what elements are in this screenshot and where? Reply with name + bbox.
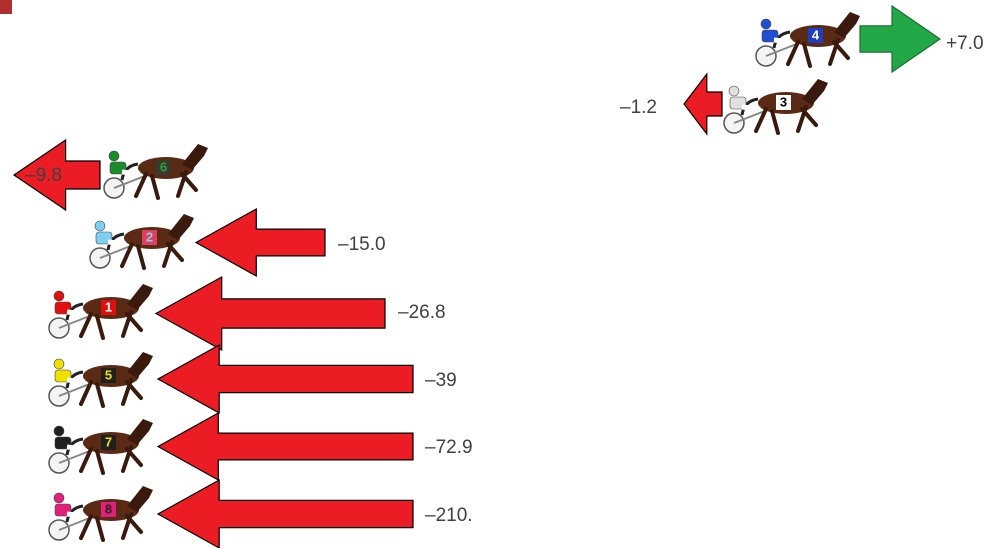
- driver-body: [761, 29, 779, 43]
- horse-legs: [79, 310, 143, 340]
- horse-row: 8 –210.: [48, 478, 473, 548]
- horse-number: 5: [105, 367, 112, 382]
- driver-legs: [773, 37, 793, 45]
- horse-tail: [120, 162, 139, 181]
- horse-number: 7: [105, 434, 112, 449]
- driver-body: [54, 503, 72, 517]
- horse-legs: [79, 512, 143, 542]
- horse-tail: [106, 232, 125, 251]
- change-label: –72.9: [425, 437, 473, 458]
- horse-tail: [772, 30, 791, 49]
- driver-legs: [107, 239, 127, 247]
- driver-head: [108, 150, 120, 162]
- change-arrow: [859, 4, 942, 74]
- change-arrow: [683, 72, 723, 136]
- horse-neck: [127, 419, 153, 445]
- horse-number: 1: [105, 299, 112, 314]
- horse-legs: [79, 445, 143, 475]
- number-box: [776, 95, 791, 110]
- driver-head: [53, 290, 65, 302]
- corner-mark: [0, 0, 12, 14]
- horse-neck: [182, 144, 208, 170]
- horse-neck: [127, 284, 153, 310]
- horse-row: 6 –9.8: [12, 138, 208, 212]
- change-label: +7.0: [946, 33, 984, 54]
- horse-neck: [834, 12, 860, 38]
- number-box: [101, 300, 116, 315]
- horse-legs: [134, 170, 198, 200]
- driver-legs: [66, 444, 86, 452]
- driver-body: [109, 161, 127, 175]
- change-arrow: [12, 138, 101, 212]
- number-box: [142, 230, 157, 245]
- driver-body: [95, 231, 113, 245]
- horse-number: 3: [780, 94, 787, 109]
- horse-neck: [802, 79, 828, 105]
- driver-head: [53, 358, 65, 370]
- horse-number: 8: [105, 501, 112, 516]
- number-box: [101, 435, 116, 450]
- change-label: –9.8: [25, 165, 62, 186]
- change-arrow: [156, 411, 414, 482]
- driver-head: [760, 18, 772, 30]
- number-box: [156, 160, 171, 175]
- driver-body: [729, 96, 747, 110]
- driver-head: [94, 220, 106, 232]
- horse-row: 7 –72.9: [48, 411, 473, 482]
- change-label: –1.2: [620, 97, 657, 118]
- change-label: –39: [425, 370, 457, 391]
- horse-tail: [65, 370, 84, 389]
- horse-row: 5 –39: [48, 343, 457, 415]
- horse-number: 2: [146, 229, 153, 244]
- change-arrow: [154, 275, 386, 352]
- change-label: –15.0: [338, 234, 386, 255]
- horse-legs: [79, 378, 143, 408]
- change-arrow: [156, 478, 414, 548]
- driver-body: [54, 369, 72, 383]
- number-box: [101, 502, 116, 517]
- change-arrow: [194, 207, 326, 278]
- horse-legs: [754, 105, 818, 135]
- driver-legs: [66, 511, 86, 519]
- driver-head: [53, 492, 65, 504]
- number-box: [808, 28, 823, 43]
- horse-row: 2 –15.0: [89, 207, 386, 278]
- horse-tail: [65, 302, 84, 321]
- number-box: [101, 368, 116, 383]
- driver-head: [728, 85, 740, 97]
- change-label: –26.8: [398, 302, 446, 323]
- horse-legs: [786, 38, 850, 68]
- driver-body: [54, 436, 72, 450]
- change-arrow: [156, 343, 414, 415]
- horse-row: 4 +7.0: [755, 4, 984, 74]
- driver-head: [53, 425, 65, 437]
- driver-legs: [66, 377, 86, 385]
- horse-tail: [65, 504, 84, 523]
- driver-legs: [121, 169, 141, 177]
- driver-legs: [66, 309, 86, 317]
- horse-number: 6: [160, 159, 167, 174]
- horse-row: 3 –1.2: [620, 72, 828, 136]
- driver-legs: [741, 104, 761, 112]
- horse-legs: [120, 240, 184, 270]
- horse-neck: [127, 486, 153, 512]
- horse-tail: [65, 437, 84, 456]
- horse-tail: [740, 97, 759, 116]
- horse-row: 1 –26.8: [48, 275, 446, 352]
- horse-neck: [168, 214, 194, 240]
- change-label: –210.: [425, 505, 473, 526]
- horse-neck: [127, 352, 153, 378]
- horse-number: 4: [812, 27, 820, 42]
- driver-body: [54, 301, 72, 315]
